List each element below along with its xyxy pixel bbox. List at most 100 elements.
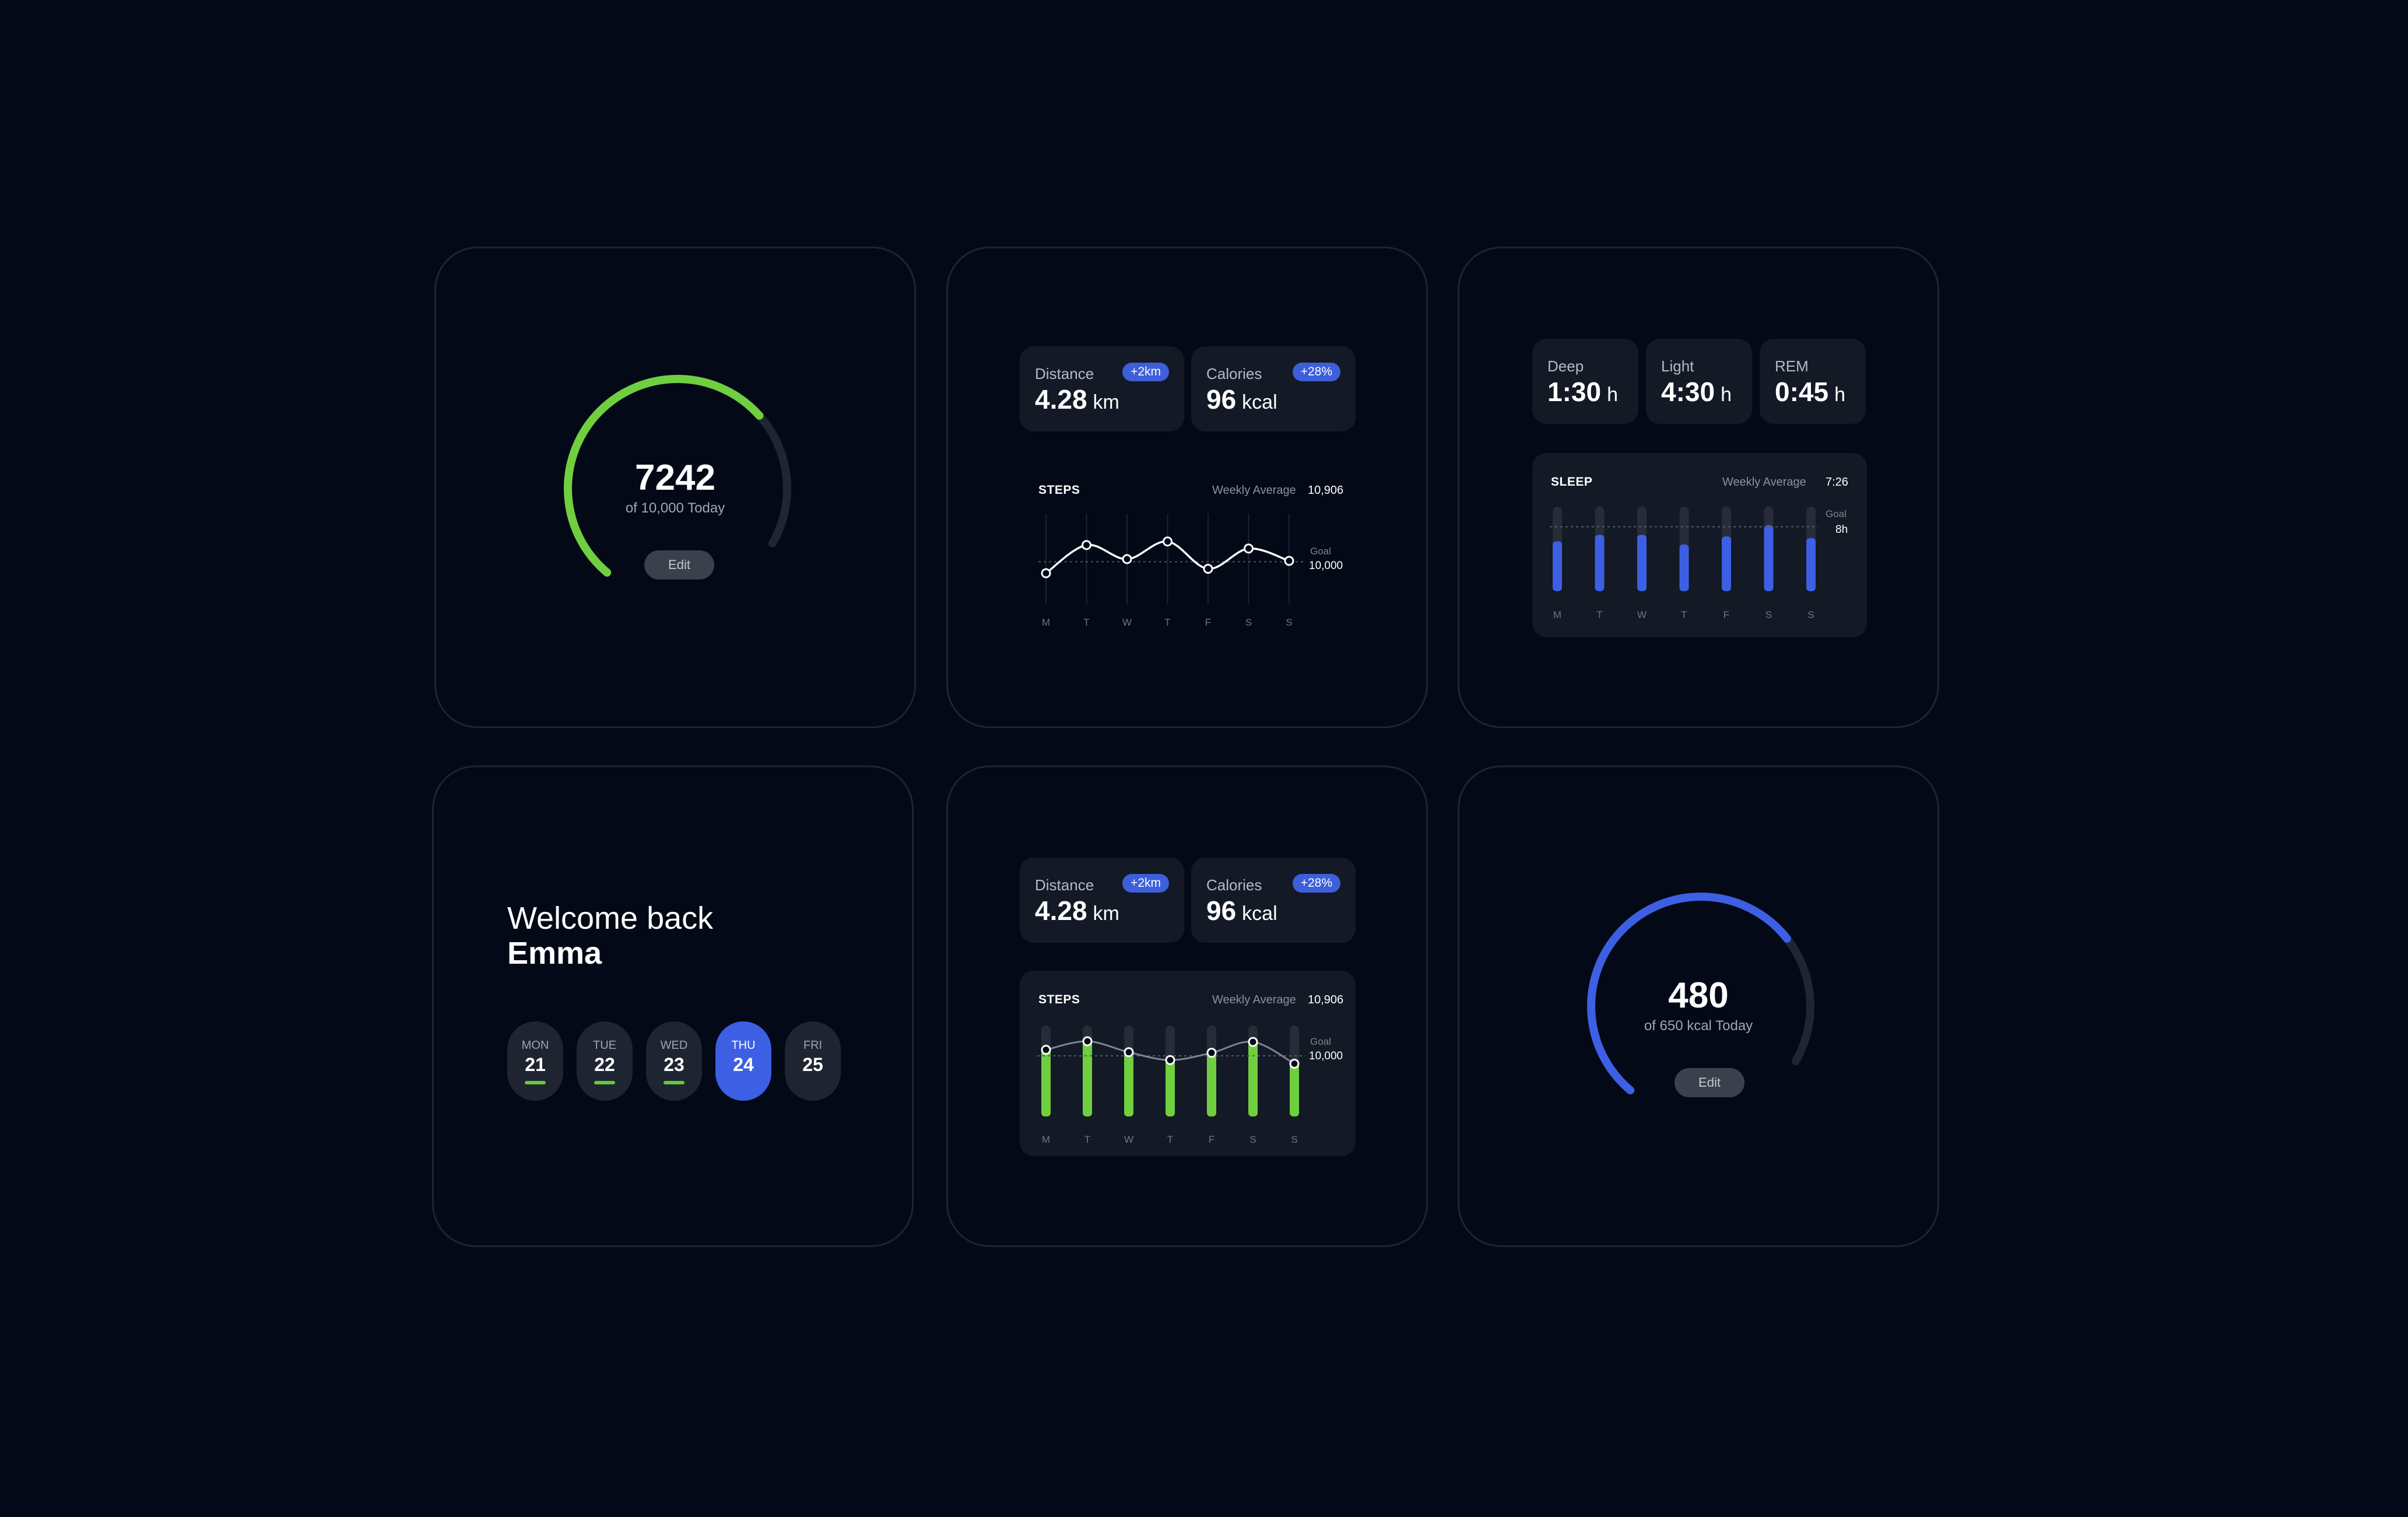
- rem-label: REM: [1775, 357, 1809, 375]
- calorie-gauge-ring: [1587, 893, 1814, 1095]
- calorie-gauge-value: 480: [1668, 975, 1729, 1016]
- steps-bar-4: [1207, 1052, 1216, 1116]
- rem-value: 0:45: [1775, 377, 1829, 407]
- deep-label: Deep: [1547, 357, 1584, 375]
- calories-unit-2: kcal: [1242, 903, 1277, 925]
- day-pill-wed[interactable]: WED 23: [646, 1021, 702, 1101]
- distance-value: 4.28: [1035, 384, 1087, 415]
- steps-bar-1: [1083, 1041, 1092, 1116]
- steps-bar-tick-4: F: [1208, 1134, 1215, 1145]
- day-name: WED: [660, 1039, 688, 1052]
- day-complete-indicator: [594, 1081, 615, 1084]
- steps-gauge-subtitle: of 10,000 Today: [625, 500, 725, 516]
- calorie-gauge-card: 480 of 650 kcal Today Edit: [1458, 765, 1939, 1247]
- calories-label: Calories: [1206, 365, 1262, 382]
- distance-badge-2: +2km: [1122, 874, 1169, 893]
- steps-bar-point-4: [1206, 1048, 1217, 1058]
- day-name: TUE: [593, 1039, 616, 1052]
- steps-bar-chart: [1037, 1026, 1305, 1116]
- distance-unit: km: [1093, 391, 1119, 413]
- steps-bar-goal-label: Goal: [1310, 1036, 1331, 1047]
- sleep-bar-2: [1637, 535, 1647, 591]
- steps-bar-point-1: [1082, 1036, 1093, 1047]
- day-name: FRI: [803, 1039, 823, 1052]
- sleep-bar-6: [1806, 538, 1816, 591]
- sleep-weekly-average-value: 7:26: [1826, 476, 1848, 489]
- sleep-bar-0: [1553, 541, 1562, 591]
- steps-line-tick-2: W: [1122, 617, 1132, 628]
- steps-bar-weekly-average-label: Weekly Average: [1212, 993, 1296, 1006]
- steps-bar-tick-2: W: [1124, 1134, 1134, 1145]
- steps-bar-point-3: [1165, 1055, 1175, 1065]
- rem-sleep-stat: REM 0:45 h: [1760, 339, 1866, 424]
- calories-value-2: 96: [1206, 896, 1237, 926]
- steps-bar-tick-3: T: [1167, 1134, 1174, 1145]
- steps-line-tick-0: M: [1041, 617, 1051, 628]
- welcome-greeting: Welcome back: [507, 901, 714, 936]
- steps-point-1: [1082, 540, 1091, 550]
- sleep-tick-4: F: [1723, 609, 1730, 620]
- steps-bar-goal-value: 10,000: [1309, 1050, 1343, 1062]
- steps-bar-point-0: [1041, 1045, 1051, 1055]
- deep-sleep-stat: Deep 1:30 h: [1532, 339, 1638, 424]
- welcome-name: Emma: [507, 936, 602, 971]
- calories-stat: Calories +28% 96 kcal: [1191, 346, 1356, 431]
- deep-unit: h: [1607, 384, 1618, 406]
- distance-stat: Distance +2km 4.28 km: [1020, 346, 1184, 431]
- light-unit: h: [1721, 384, 1732, 406]
- distance-label: Distance: [1035, 365, 1094, 382]
- calories-label-2: Calories: [1206, 876, 1262, 894]
- steps-bar-card: Distance +2km 4.28 km Calories +28% 96 kca…: [946, 765, 1428, 1247]
- sleep-card: Deep 1:30 h Light 4:30 h REM 0:45 h SLEEP W…: [1458, 247, 1939, 728]
- day-pill-fri[interactable]: FRI 25: [785, 1021, 841, 1101]
- steps-point-4: [1203, 564, 1213, 574]
- distance-stat-2: Distance +2km 4.28 km: [1020, 858, 1184, 943]
- steps-bar-chart-title: STEPS: [1038, 993, 1080, 1006]
- steps-line-tick-3: T: [1164, 617, 1171, 628]
- day-number: 21: [525, 1054, 546, 1075]
- day-pill-thu[interactable]: THU 24: [715, 1021, 771, 1101]
- light-label: Light: [1661, 357, 1694, 375]
- steps-bar-tick-5: S: [1249, 1134, 1256, 1145]
- steps-bar-point-5: [1248, 1037, 1258, 1047]
- day-number: 22: [594, 1054, 615, 1075]
- distance-value-2: 4.28: [1035, 896, 1087, 926]
- steps-bar-tick-1: T: [1084, 1134, 1091, 1145]
- calories-stat-2: Calories +28% 96 kcal: [1191, 858, 1356, 943]
- day-pill-tue[interactable]: TUE 22: [577, 1021, 633, 1101]
- steps-line-tick-5: S: [1245, 617, 1252, 628]
- light-sleep-stat: Light 4:30 h: [1646, 339, 1752, 424]
- calories-unit: kcal: [1242, 391, 1277, 413]
- distance-badge: +2km: [1122, 363, 1169, 381]
- calories-value: 96: [1206, 384, 1237, 415]
- steps-bar-tick-0: M: [1041, 1134, 1051, 1145]
- sleep-chart-panel: SLEEP Weekly Average 7:26 Goal 8h M T W T F S…: [1532, 453, 1867, 637]
- calorie-gauge-edit-button[interactable]: Edit: [1675, 1068, 1744, 1097]
- day-pill-mon[interactable]: MON 21: [507, 1021, 563, 1101]
- steps-point-3: [1163, 536, 1173, 547]
- sleep-bar-1: [1595, 535, 1605, 591]
- steps-bar-6: [1290, 1063, 1299, 1116]
- day-number: 23: [664, 1054, 685, 1075]
- steps-line-tick-4: F: [1205, 617, 1212, 628]
- steps-point-2: [1122, 554, 1132, 564]
- day-number: 25: [802, 1054, 823, 1075]
- steps-point-0: [1041, 568, 1051, 578]
- sleep-bar-chart: [1550, 507, 1818, 591]
- steps-gauge-edit-button[interactable]: Edit: [644, 550, 714, 580]
- steps-bar-0: [1041, 1049, 1051, 1116]
- steps-gauge-value: 7242: [635, 458, 715, 498]
- steps-bar-point-2: [1124, 1047, 1134, 1058]
- day-name: THU: [731, 1039, 756, 1052]
- day-complete-indicator: [664, 1081, 685, 1084]
- sleep-chart-title: SLEEP: [1551, 475, 1593, 489]
- sleep-tick-3: T: [1681, 609, 1687, 620]
- day-name: MON: [521, 1039, 549, 1052]
- distance-label-2: Distance: [1035, 876, 1094, 894]
- welcome-card: Welcome back Emma MON 21 TUE 22 WED 23 THU 24 FR…: [432, 765, 914, 1247]
- light-value: 4:30: [1661, 377, 1715, 407]
- distance-unit-2: km: [1093, 903, 1119, 925]
- steps-bar-weekly-average-value: 10,906: [1308, 993, 1344, 1006]
- steps-bar-3: [1166, 1060, 1175, 1116]
- steps-line-card: Distance +2km 4.28 km Calories +28% 96 kca…: [946, 247, 1428, 728]
